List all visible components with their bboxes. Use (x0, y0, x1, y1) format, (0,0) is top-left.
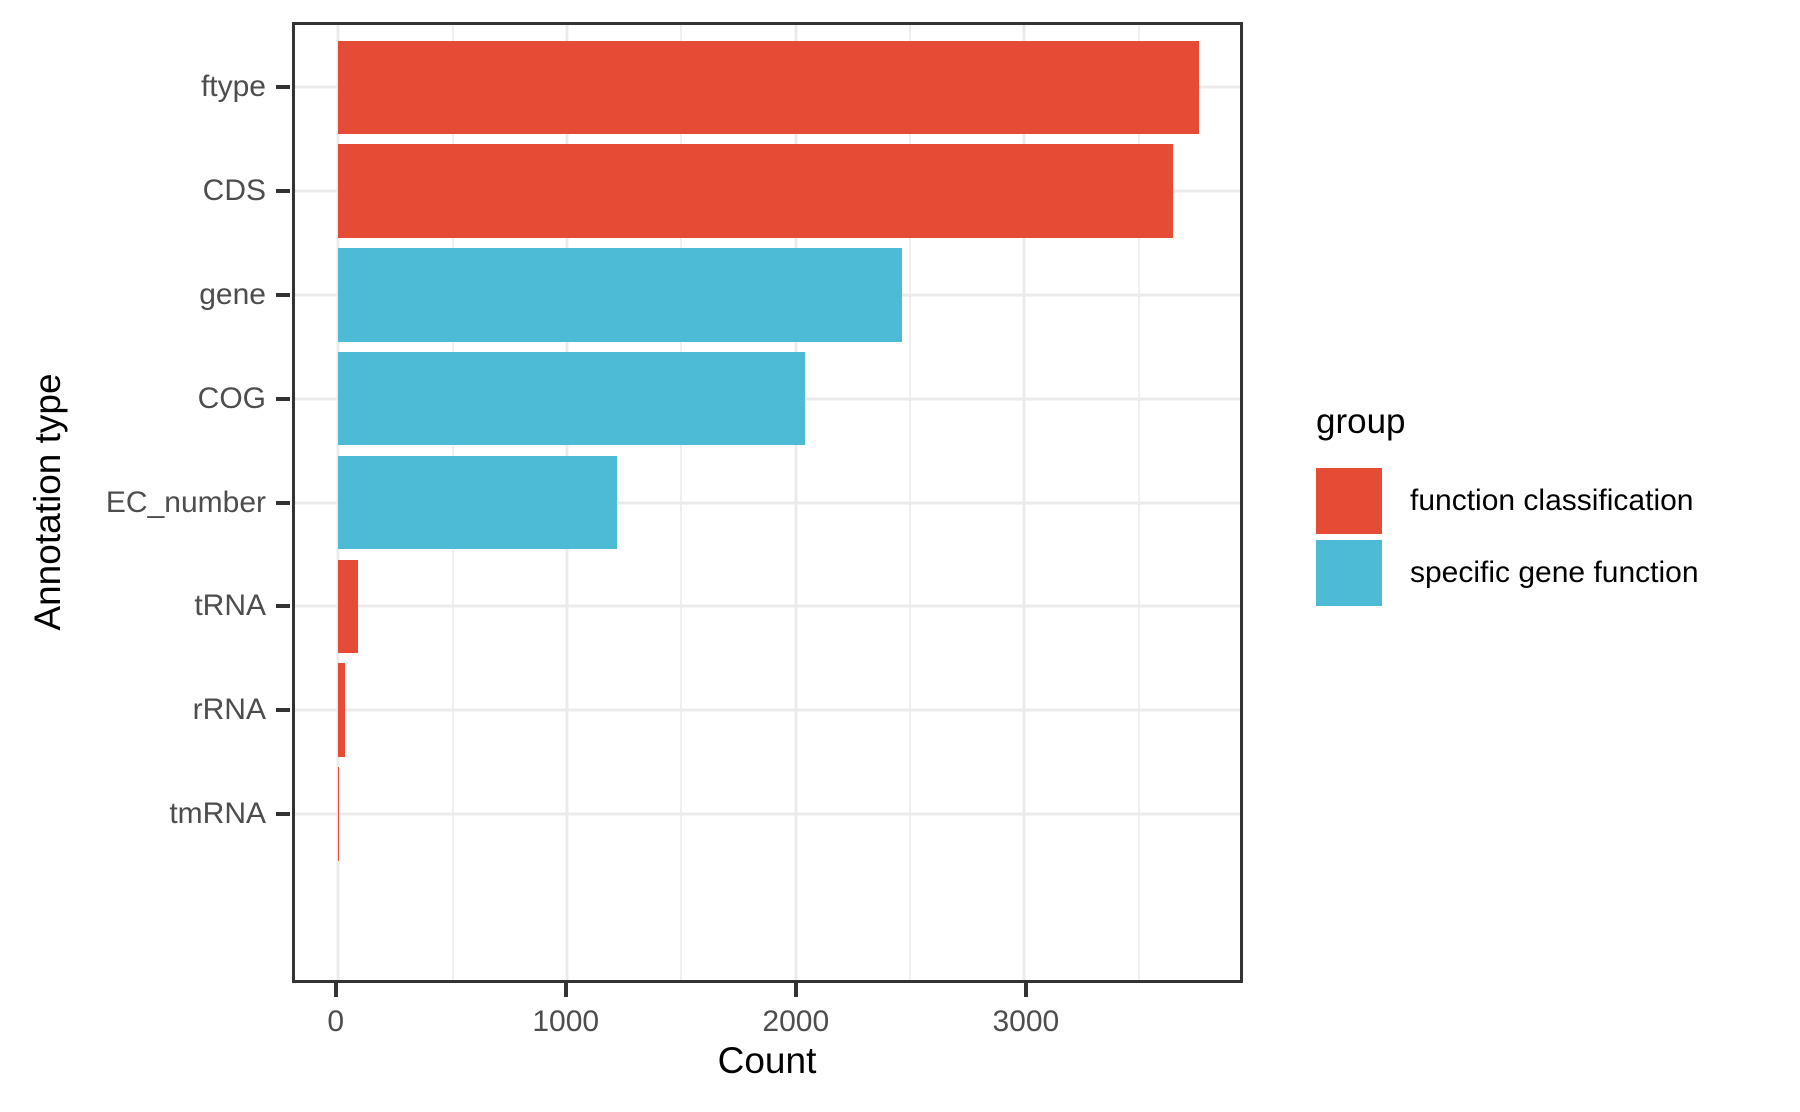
y-tick-EC_number (276, 500, 290, 505)
y-tick-tRNA (276, 604, 290, 609)
legend-entry-specific-gene-function: specific gene function (1316, 540, 1699, 606)
y-gridline-EC_number (295, 501, 1240, 504)
bar-CDS (338, 144, 1173, 238)
y-tick-label-rRNA: rRNA (192, 693, 266, 727)
bar-EC_number (338, 455, 618, 550)
y-tick-label-EC_number: EC_number (105, 485, 266, 519)
bar-COG (338, 351, 805, 446)
y-gridline-rRNA (295, 708, 1240, 712)
y-tick-label-COG: COG (197, 381, 266, 415)
y-tick-label-tmRNA: tmRNA (169, 796, 266, 830)
y-tick-label-gene: gene (199, 277, 266, 311)
legend-label-specific-gene-function: specific gene function (1410, 556, 1699, 589)
bar-ftype (338, 40, 1199, 134)
bar-gene (338, 248, 902, 342)
y-gridline-tmRNA (295, 812, 1240, 816)
legend: group function classification specific g… (1316, 402, 1699, 612)
y-tick-label-ftype: ftype (200, 70, 266, 104)
y-axis-title: Annotation type (27, 373, 68, 631)
y-tick-label-tRNA: tRNA (194, 589, 266, 623)
bar-tRNA (338, 559, 358, 653)
x-tick-3000 (1023, 983, 1028, 997)
legend-entry-function-classification: function classification (1316, 468, 1699, 534)
y-tick-COG (276, 396, 290, 401)
legend-swatch-specific-gene-function (1316, 540, 1382, 606)
x-axis: 0 1000 2000 3000 (292, 983, 1243, 1093)
x-tick-label-1000: 1000 (532, 1005, 600, 1038)
plot-panel (292, 22, 1243, 983)
legend-swatch-function-classification (1316, 468, 1382, 534)
y-tick-CDS (276, 189, 290, 194)
y-tick-label-CDS: CDS (202, 174, 266, 208)
y-gridline-tRNA (295, 604, 1240, 608)
x-tick-label-3000: 3000 (992, 1005, 1060, 1038)
x-tick-1000 (563, 983, 568, 997)
y-tick-tmRNA (276, 811, 290, 816)
legend-label-function-classification: function classification (1410, 484, 1694, 517)
x-tick-2000 (793, 983, 798, 997)
x-axis-title: Count (717, 1040, 817, 1081)
x-tick-label-0: 0 (327, 1005, 345, 1038)
legend-title: group (1316, 402, 1406, 441)
x-tick-label-2000: 2000 (762, 1005, 830, 1038)
x-tick-0 (333, 983, 338, 997)
y-axis: ftype CDS gene COG EC_number tRNA rRNA tmRNA (0, 25, 292, 980)
y-tick-rRNA (276, 708, 290, 713)
bar-rRNA (338, 663, 345, 757)
y-tick-gene (276, 292, 290, 297)
y-tick-ftype (276, 85, 290, 90)
